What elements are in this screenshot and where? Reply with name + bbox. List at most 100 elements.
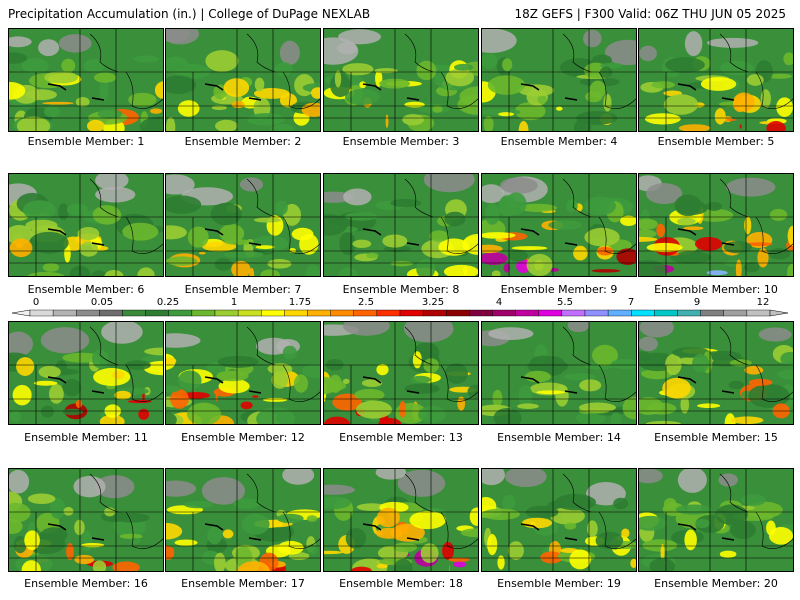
colorbar-swatch <box>492 309 516 317</box>
colorbar-tick-label: 0.25 <box>156 297 180 308</box>
ensemble-member-panel <box>8 28 164 132</box>
colorbar-swatch <box>76 309 100 317</box>
precipitation-map <box>8 468 164 572</box>
colorbar-swatch <box>422 309 447 317</box>
ensemble-member-label: Ensemble Member: 9 <box>500 283 618 296</box>
ensemble-member-label: Ensemble Member: 2 <box>184 135 302 148</box>
colorbar-tick-label: 9 <box>693 297 701 308</box>
precipitation-map <box>638 321 794 425</box>
colorbar-swatch <box>261 309 285 317</box>
precipitation-map <box>8 173 164 277</box>
ensemble-member-label: Ensemble Member: 14 <box>497 431 621 444</box>
colorbar-swatch <box>307 309 331 317</box>
colorbar-swatch <box>122 309 146 317</box>
ensemble-member-label: Ensemble Member: 17 <box>181 577 305 590</box>
colorbar-labels: 0 0.05 0.25 1 1.75 2.5 3.25 4 5.5 7 9 12 <box>0 297 800 309</box>
ensemble-member-label: Ensemble Member: 16 <box>24 577 148 590</box>
ensemble-member-label: Ensemble Member: 19 <box>497 577 621 590</box>
colorbar-swatch <box>631 309 655 317</box>
precipitation-map <box>165 173 321 277</box>
ensemble-member-panel <box>8 173 164 277</box>
precipitation-map <box>8 321 164 425</box>
colorbar-swatch <box>52 309 77 317</box>
colorbar-swatch <box>515 309 539 317</box>
ensemble-member-panel <box>481 28 637 132</box>
colorbar-swatch <box>214 309 239 317</box>
ensemble-member-panel <box>165 321 321 425</box>
colorbar-tick-label: 4 <box>495 297 503 308</box>
ensemble-member-label: Ensemble Member: 12 <box>181 431 305 444</box>
ensemble-member-panel <box>323 28 479 132</box>
precipitation-map <box>638 173 794 277</box>
model-run-info: 18Z GEFS | F300 Valid: 06Z THU JUN 05 20… <box>514 7 786 21</box>
precipitation-map <box>323 173 479 277</box>
colorbar-swatch <box>99 309 123 317</box>
colorbar-tick-label: 0 <box>32 297 40 308</box>
colorbar-swatch <box>700 309 724 317</box>
header: Precipitation Accumulation (in.) | Colle… <box>0 0 800 28</box>
precipitation-map <box>165 28 321 132</box>
precipitation-map <box>323 321 479 425</box>
ensemble-member-label: Ensemble Member: 8 <box>342 283 460 296</box>
colorbar-swatch <box>677 309 701 317</box>
precipitation-map <box>481 468 637 572</box>
ensemble-member-label: Ensemble Member: 3 <box>342 135 460 148</box>
colorbar-tick-label: 2.5 <box>358 297 374 308</box>
colorbar-swatch <box>561 309 586 317</box>
colorbar <box>11 309 789 317</box>
colorbar-tick-label: 1 <box>230 297 238 308</box>
colorbar-tick-label: 3.25 <box>421 297 445 308</box>
ensemble-member-panel <box>638 468 794 572</box>
colorbar-tick-label: 7 <box>627 297 635 308</box>
ensemble-member-panel <box>165 28 321 132</box>
precipitation-map <box>481 321 637 425</box>
colorbar-swatch <box>607 309 632 317</box>
precipitation-map <box>323 28 479 132</box>
ensemble-member-label: Ensemble Member: 13 <box>339 431 463 444</box>
precipitation-map <box>323 468 479 572</box>
ensemble-member-panel <box>8 468 164 572</box>
colorbar-swatch <box>284 309 308 317</box>
colorbar-swatch <box>29 309 54 317</box>
ensemble-member-panel <box>323 173 479 277</box>
colorbar-tick-label: 1.75 <box>288 297 312 308</box>
colorbar-arrow-left <box>11 309 31 317</box>
ensemble-member-label: Ensemble Member: 18 <box>339 577 463 590</box>
colorbar-swatch <box>723 309 748 317</box>
colorbar-swatch <box>191 309 216 317</box>
colorbar-swatch <box>538 309 563 317</box>
colorbar-tick-label: 12 <box>756 297 770 308</box>
ensemble-member-label: Ensemble Member: 7 <box>184 283 302 296</box>
precipitation-map <box>638 28 794 132</box>
ensemble-member-panel <box>638 173 794 277</box>
ensemble-member-label: Ensemble Member: 15 <box>654 431 778 444</box>
ensemble-member-panel <box>481 321 637 425</box>
map-title: Precipitation Accumulation (in.) | Colle… <box>8 7 371 21</box>
colorbar-swatch <box>446 309 470 317</box>
colorbar-swatch <box>469 309 493 317</box>
colorbar-swatch <box>237 309 262 317</box>
ensemble-member-label: Ensemble Member: 5 <box>657 135 775 148</box>
colorbar-swatch <box>654 309 678 317</box>
ensemble-member-label: Ensemble Member: 1 <box>27 135 145 148</box>
ensemble-member-label: Ensemble Member: 6 <box>27 283 145 296</box>
precipitation-map <box>165 321 321 425</box>
precipitation-map <box>638 468 794 572</box>
precipitation-map <box>165 468 321 572</box>
ensemble-member-panel <box>323 321 479 425</box>
precipitation-map <box>8 28 164 132</box>
ensemble-member-panel <box>481 173 637 277</box>
colorbar-swatch <box>145 309 169 317</box>
ensemble-member-panel <box>8 321 164 425</box>
colorbar-swatch <box>168 309 193 317</box>
ensemble-member-panel <box>165 468 321 572</box>
colorbar-tick-label: 5.5 <box>557 297 573 308</box>
ensemble-member-panel <box>638 321 794 425</box>
ensemble-member-label: Ensemble Member: 4 <box>500 135 618 148</box>
colorbar-arrow-right <box>769 309 789 317</box>
colorbar-swatch <box>584 309 609 317</box>
colorbar-tick-label: 0.05 <box>90 297 114 308</box>
ensemble-member-panel <box>638 28 794 132</box>
ensemble-member-panel <box>323 468 479 572</box>
ensemble-member-label: Ensemble Member: 20 <box>654 577 778 590</box>
